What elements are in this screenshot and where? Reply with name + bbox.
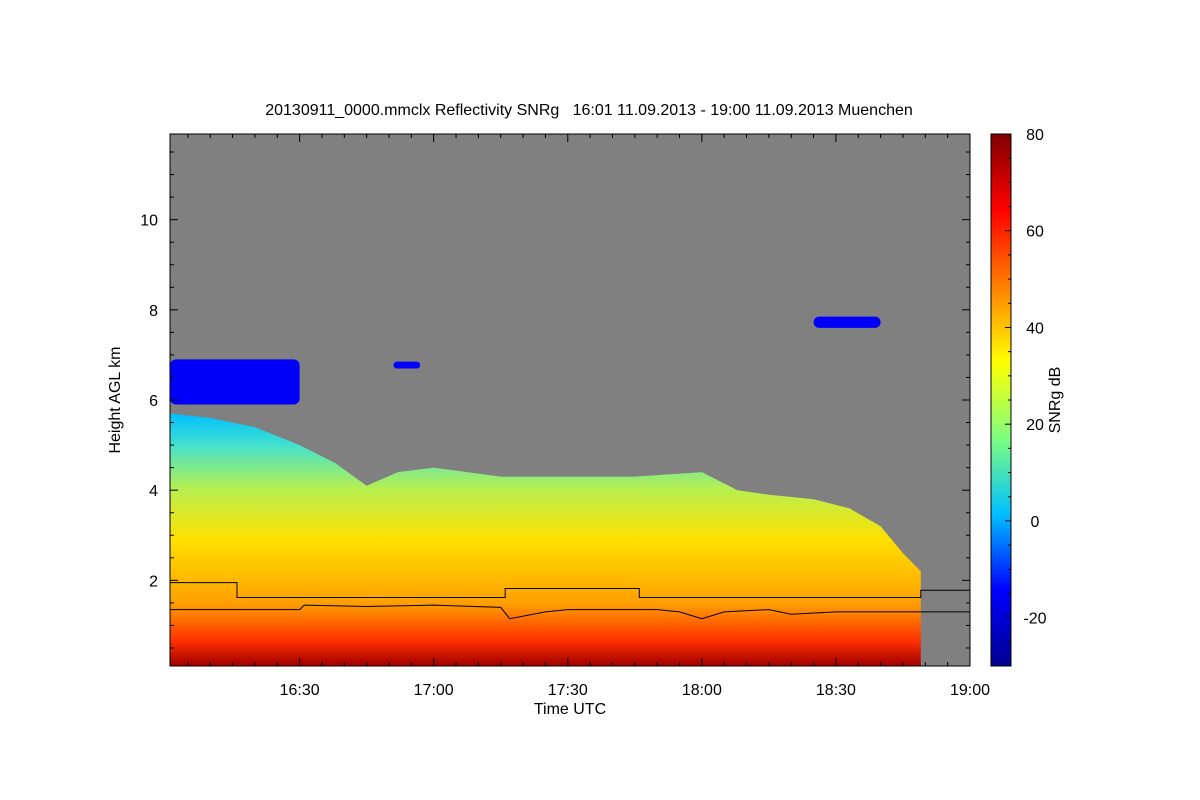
y-tick-label: 4 [149, 483, 158, 500]
y-tick-label: 6 [149, 393, 158, 410]
echo-layer [170, 316, 921, 666]
x-tick-label: 18:00 [682, 682, 722, 699]
upper-echo-layer [393, 361, 421, 369]
echo-region [170, 413, 921, 666]
x-tick-label: 16:30 [280, 682, 320, 699]
x-tick-label: 17:30 [548, 682, 588, 699]
x-tick-label: 18:30 [816, 682, 856, 699]
plot-area [169, 133, 971, 667]
y-tick-label: 8 [149, 303, 158, 320]
x-tick-label: 17:00 [414, 682, 454, 699]
colorbar-tick-label: 60 [1026, 224, 1044, 241]
chart-title: 20130911_0000.mmclx Reflectivity SNRg 16… [265, 102, 913, 119]
y-axis: 2 4 6 8 10 [140, 151, 970, 649]
series-line [170, 582, 970, 598]
colorbar-tick-label: -20 [1023, 611, 1046, 628]
upper-echo-layer [170, 359, 300, 405]
x-tick-label: 19:00 [950, 682, 990, 699]
y-axis-label: Height AGL km [107, 346, 124, 453]
x-axis-label: Time UTC [534, 701, 606, 718]
y-tick-label: 10 [140, 213, 158, 230]
colorbar: -20 0 20 40 60 80 SNRg dB [990, 127, 1064, 667]
series-line [170, 604, 970, 620]
upper-echo-layer [813, 316, 881, 328]
line-layer [170, 582, 970, 620]
colorbar-ramp [991, 134, 1011, 666]
colorbar-ticks: -20 0 20 40 60 80 [1005, 127, 1047, 667]
x-axis: 16:30 17:00 17:30 18:00 18:30 19:00 [187, 134, 990, 699]
colorbar-label: SNRg dB [1047, 367, 1064, 434]
colorbar-tick-label: 20 [1026, 417, 1044, 434]
colorbar-tick-label: 40 [1026, 320, 1044, 337]
colorbar-tick-label: 0 [1031, 514, 1040, 531]
y-tick-label: 2 [149, 573, 158, 590]
colorbar-tick-label: 80 [1026, 127, 1044, 144]
